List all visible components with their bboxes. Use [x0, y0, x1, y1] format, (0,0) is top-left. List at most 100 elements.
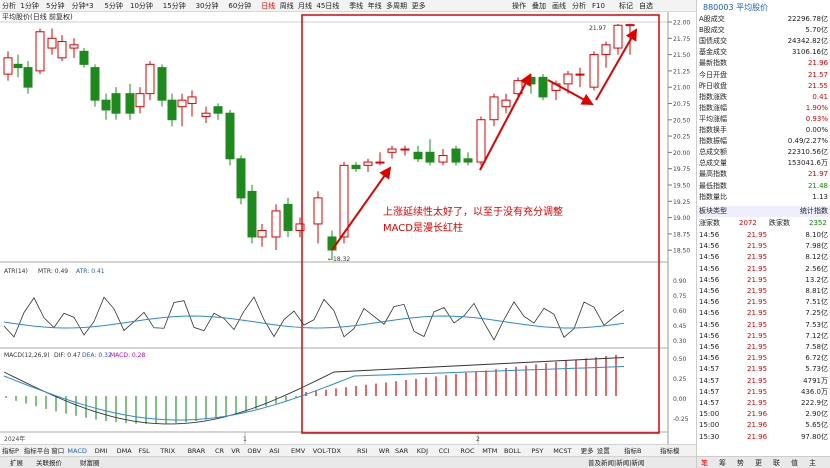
candle-body: [563, 73, 573, 85]
indicator-tab[interactable]: BOLL: [504, 447, 521, 455]
tick-cell: 14:56: [699, 231, 720, 239]
indicator-tab[interactable]: SAR: [395, 447, 409, 455]
toolbar-item[interactable]: 更多: [411, 2, 426, 10]
toolbar-item[interactable]: 1分钟: [20, 2, 39, 10]
toolbar-item[interactable]: 季线: [349, 2, 364, 10]
toolbar-item[interactable]: 5分钟: [46, 2, 65, 10]
indicator-tab-bar: 指标P 指标平台 窗口 MACD DMI DMA FSL TRIX BRAR CR VR OBV ASI…: [0, 444, 696, 456]
panel-tab[interactable]: 筹: [719, 459, 726, 467]
price-tick-label: 18.75: [673, 231, 690, 238]
panel-tab[interactable]: 联: [773, 459, 780, 467]
tick-row: 15:30 21.96 97.80亿: [697, 432, 830, 443]
toolbar-item[interactable]: 多周期: [386, 2, 407, 10]
indicator-tab[interactable]: EMV: [291, 447, 306, 455]
indicator-tab[interactable]: MACD: [67, 447, 87, 455]
indicator-tab[interactable]: DMI: [94, 447, 108, 455]
toolbar-right-item[interactable]: 标记: [619, 2, 633, 10]
indicator-tab[interactable]: MCST: [553, 447, 572, 455]
toolbar-item[interactable]: 45日线: [316, 2, 340, 10]
indicator-tab[interactable]: DMA: [116, 447, 132, 455]
toolbar-item[interactable]: 30分钟: [195, 2, 219, 10]
indicator-tab[interactable]: CR: [215, 447, 225, 455]
indicator-tab[interactable]: RSI: [357, 447, 368, 455]
panel-tab[interactable]: 主: [809, 459, 816, 467]
toolbar-item[interactable]: 周线: [279, 2, 294, 10]
tick-row: 14:57 21.95 222.9亿: [697, 398, 830, 409]
tick-cell: 21.95: [747, 275, 768, 284]
price-tick-label: 20.50: [673, 117, 690, 124]
quote-row: 最低指数 21.48: [697, 181, 830, 192]
tick-cell: 14:57: [699, 376, 720, 385]
indicator-tab[interactable]: 更多: [580, 447, 594, 455]
tick-cell: 15:30: [699, 432, 720, 441]
quote-label: 最高指数: [699, 170, 727, 179]
quote-row: B股成交 5.70亿: [697, 25, 830, 36]
toolbar-right-item[interactable]: 分析: [572, 2, 586, 10]
class-header[interactable]: 板块类型 统计指数: [697, 206, 830, 217]
quote-value: 24342.82亿: [787, 37, 828, 46]
indicator-tab[interactable]: ASI: [269, 447, 280, 455]
indicator-tab[interactable]: VOL-TDX: [312, 447, 341, 455]
indicator-tab[interactable]: 设置: [596, 447, 610, 455]
tick-cell: 21.95: [747, 399, 768, 407]
up-down-value: 2352: [809, 219, 827, 227]
indicator-tab[interactable]: FSL: [138, 447, 150, 455]
candle-body: [613, 24, 623, 49]
indicator-tab[interactable]: KDJ: [416, 447, 428, 455]
quote-label: 基金成交: [699, 48, 727, 57]
toolbar-right-item[interactable]: 操作: [512, 2, 526, 10]
tick-cell: 21.95: [747, 242, 768, 251]
toolbar-right-item[interactable]: 自选: [639, 2, 653, 10]
status-item[interactable]: 关联报价: [36, 459, 62, 467]
status-item[interactable]: 财富圈: [80, 459, 100, 467]
indicator-tab[interactable]: 窗口: [51, 447, 65, 455]
status-item[interactable]: 扩展: [10, 459, 23, 467]
indicator-tab[interactable]: WR: [378, 447, 390, 455]
quote-row: 指数涨跌 0.41: [697, 92, 830, 103]
toolbar-item[interactable]: 分钟*3: [71, 2, 94, 10]
toolbar-item[interactable]: 月线: [298, 2, 312, 10]
quote-label: 国债成交: [699, 37, 727, 46]
indicator-tab[interactable]: CCI: [438, 447, 450, 455]
indicator-tab[interactable]: 指标平台: [23, 447, 50, 455]
candle-body: [145, 63, 155, 95]
macd-tick-label: 0.00: [673, 396, 687, 403]
chart-area[interactable]: 22.0021.7521.5021.2521.0020.7520.5020.25…: [0, 0, 696, 456]
indicator-tab[interactable]: OBV: [247, 447, 262, 455]
macd-legend: DIF: 0.47: [54, 352, 81, 359]
panel-tab[interactable]: 势: [737, 459, 744, 467]
indicator-tab[interactable]: MTM: [482, 447, 498, 455]
tick-row: 14:57 21.95 5.73亿: [697, 364, 830, 375]
indicator-tab[interactable]: BRAR: [187, 447, 206, 455]
up-down-row: 涨家数 2072 跌家数 2352: [697, 218, 830, 229]
chart-subtitle: 平均股价(日线 前复权): [0, 12, 690, 22]
quote-value: 22310.56亿: [787, 148, 828, 157]
toolbar-item[interactable]: 10分钟: [130, 2, 153, 10]
toolbar-right-item[interactable]: 叠加: [532, 2, 546, 10]
indicator-tab[interactable]: 指标模: [660, 447, 680, 455]
indicator-tab[interactable]: 指标B: [624, 447, 642, 455]
quote-label: B股成交: [699, 26, 725, 35]
panel-tab[interactable]: 更: [755, 459, 762, 467]
indicator-tab[interactable]: PSY: [531, 447, 544, 455]
panel-tab[interactable]: 值: [791, 459, 798, 467]
price-tick-label: 21.25: [673, 68, 690, 75]
toolbar-item[interactable]: 60分钟: [228, 2, 252, 10]
toolbar-item[interactable]: 日线: [261, 2, 276, 10]
toolbar-item[interactable]: 5分钟: [104, 2, 123, 10]
tick-cell: 13.2亿: [805, 275, 828, 284]
indicator-tab[interactable]: ROC: [460, 447, 475, 455]
quote-value: 5.70亿: [805, 26, 828, 35]
quote-value: 0.93%: [805, 114, 828, 123]
tick-cell: 14:56: [699, 264, 720, 273]
indicator-tab[interactable]: TRIX: [160, 447, 176, 455]
toolbar-right-item[interactable]: F10: [592, 2, 605, 10]
toolbar-item[interactable]: 年线: [367, 2, 382, 10]
tick-cell: 4791万: [803, 376, 828, 385]
indicator-tab[interactable]: VR: [231, 447, 241, 455]
toolbar-item[interactable]: 分析: [2, 2, 16, 10]
indicator-tab[interactable]: 指标P: [2, 447, 19, 455]
toolbar-item[interactable]: 15分钟: [162, 2, 186, 10]
toolbar-right-item[interactable]: 画线: [552, 2, 566, 10]
panel-tab[interactable]: 笔: [701, 459, 708, 467]
